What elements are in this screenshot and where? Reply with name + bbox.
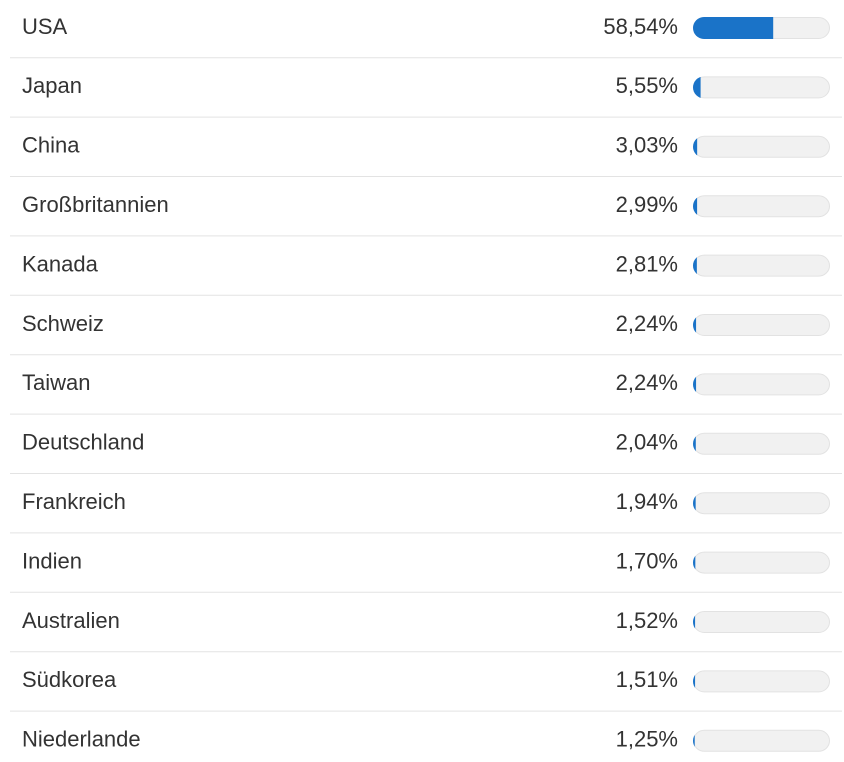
- value-label: 1,70%: [616, 548, 678, 573]
- bar-track: [693, 611, 830, 633]
- country-label: Südkorea: [22, 667, 117, 692]
- bar: [693, 492, 696, 515]
- country-label: Schweiz: [22, 311, 104, 336]
- value-label: 2,24%: [616, 311, 678, 336]
- value-label: 1,94%: [616, 489, 678, 514]
- bar: [693, 76, 701, 99]
- bar: [693, 373, 697, 396]
- country-label: Taiwan: [22, 370, 90, 395]
- bar: [693, 670, 696, 693]
- value-label: 1,51%: [616, 667, 678, 692]
- bar: [693, 611, 696, 633]
- value-label: 2,99%: [616, 192, 678, 217]
- country-label: Australien: [22, 608, 120, 633]
- bar-track: [693, 373, 830, 396]
- bar-track: [693, 135, 830, 158]
- value-label: 5,55%: [616, 73, 678, 98]
- value-label: 2,81%: [616, 251, 678, 276]
- bar: [693, 314, 697, 336]
- bar-track: [693, 492, 830, 515]
- country-label: Japan: [22, 73, 82, 98]
- country-label: Frankreich: [22, 489, 126, 514]
- bar-track: [693, 314, 830, 336]
- bar-track: [693, 551, 830, 574]
- bar: [693, 195, 698, 218]
- country-label: Niederlande: [22, 727, 141, 752]
- country-label: Großbritannien: [22, 192, 169, 217]
- bar-track: [693, 432, 830, 455]
- country-label: USA: [22, 14, 68, 39]
- bar: [693, 432, 696, 455]
- value-label: 1,25%: [616, 727, 678, 752]
- bar-track: [693, 195, 830, 218]
- bar-track: [693, 254, 830, 277]
- bar: [693, 551, 696, 574]
- value-label: 3,03%: [616, 133, 678, 158]
- bar: [693, 17, 774, 39]
- bar-track: [693, 76, 830, 99]
- value-label: 2,04%: [616, 430, 678, 455]
- country-label: Deutschland: [22, 430, 144, 455]
- country-label: Kanada: [22, 251, 99, 276]
- value-label: 1,52%: [616, 608, 678, 633]
- bar: [693, 729, 695, 752]
- bar-track: [693, 729, 830, 752]
- country-label: China: [22, 133, 80, 158]
- bar: [693, 254, 697, 277]
- bar-track: [693, 670, 830, 693]
- value-label: 58,54%: [603, 14, 678, 39]
- value-label: 2,24%: [616, 370, 678, 395]
- country-label: Indien: [22, 548, 82, 573]
- bar: [693, 135, 698, 158]
